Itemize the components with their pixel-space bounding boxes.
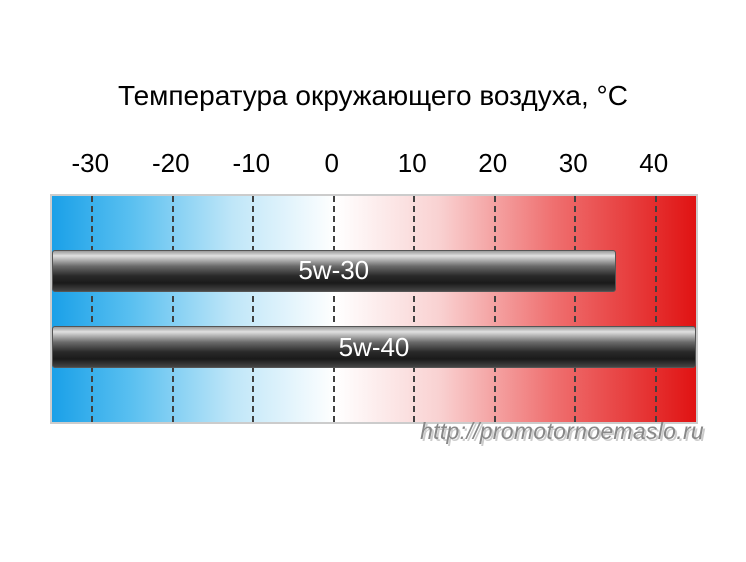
x-axis-tick-label: -30 [71,148,109,179]
oil-viscosity-bar: 5w-40 [52,326,696,368]
x-axis-tick-label: 40 [639,148,668,179]
gridline [252,196,254,422]
x-axis-tick-label: 20 [478,148,507,179]
x-axis-tick-label: 0 [325,148,339,179]
x-axis-tick-label: -20 [152,148,190,179]
gridline [91,196,93,422]
chart-title: Температура окружающего воздуха, °С [0,80,746,112]
gridline [413,196,415,422]
x-axis-tick-label: -10 [232,148,270,179]
gridline [494,196,496,422]
oil-bar-label: 5w-30 [298,255,369,286]
x-axis-labels: -30 -20 -10 0 10 20 30 40 [50,148,698,188]
x-axis-tick-label: 10 [398,148,427,179]
gridline [333,196,335,422]
x-axis-tick-label: 30 [559,148,588,179]
oil-viscosity-bar: 5w-30 [52,250,616,292]
gridline [172,196,174,422]
temperature-gradient-background [52,196,696,422]
oil-bar-label: 5w-40 [339,332,410,363]
gridline [655,196,657,422]
chart-area: 5w-30 5w-40 [50,194,698,424]
gridline [574,196,576,422]
watermark-link[interactable]: http://promotornoemaslo.ru [420,418,704,445]
